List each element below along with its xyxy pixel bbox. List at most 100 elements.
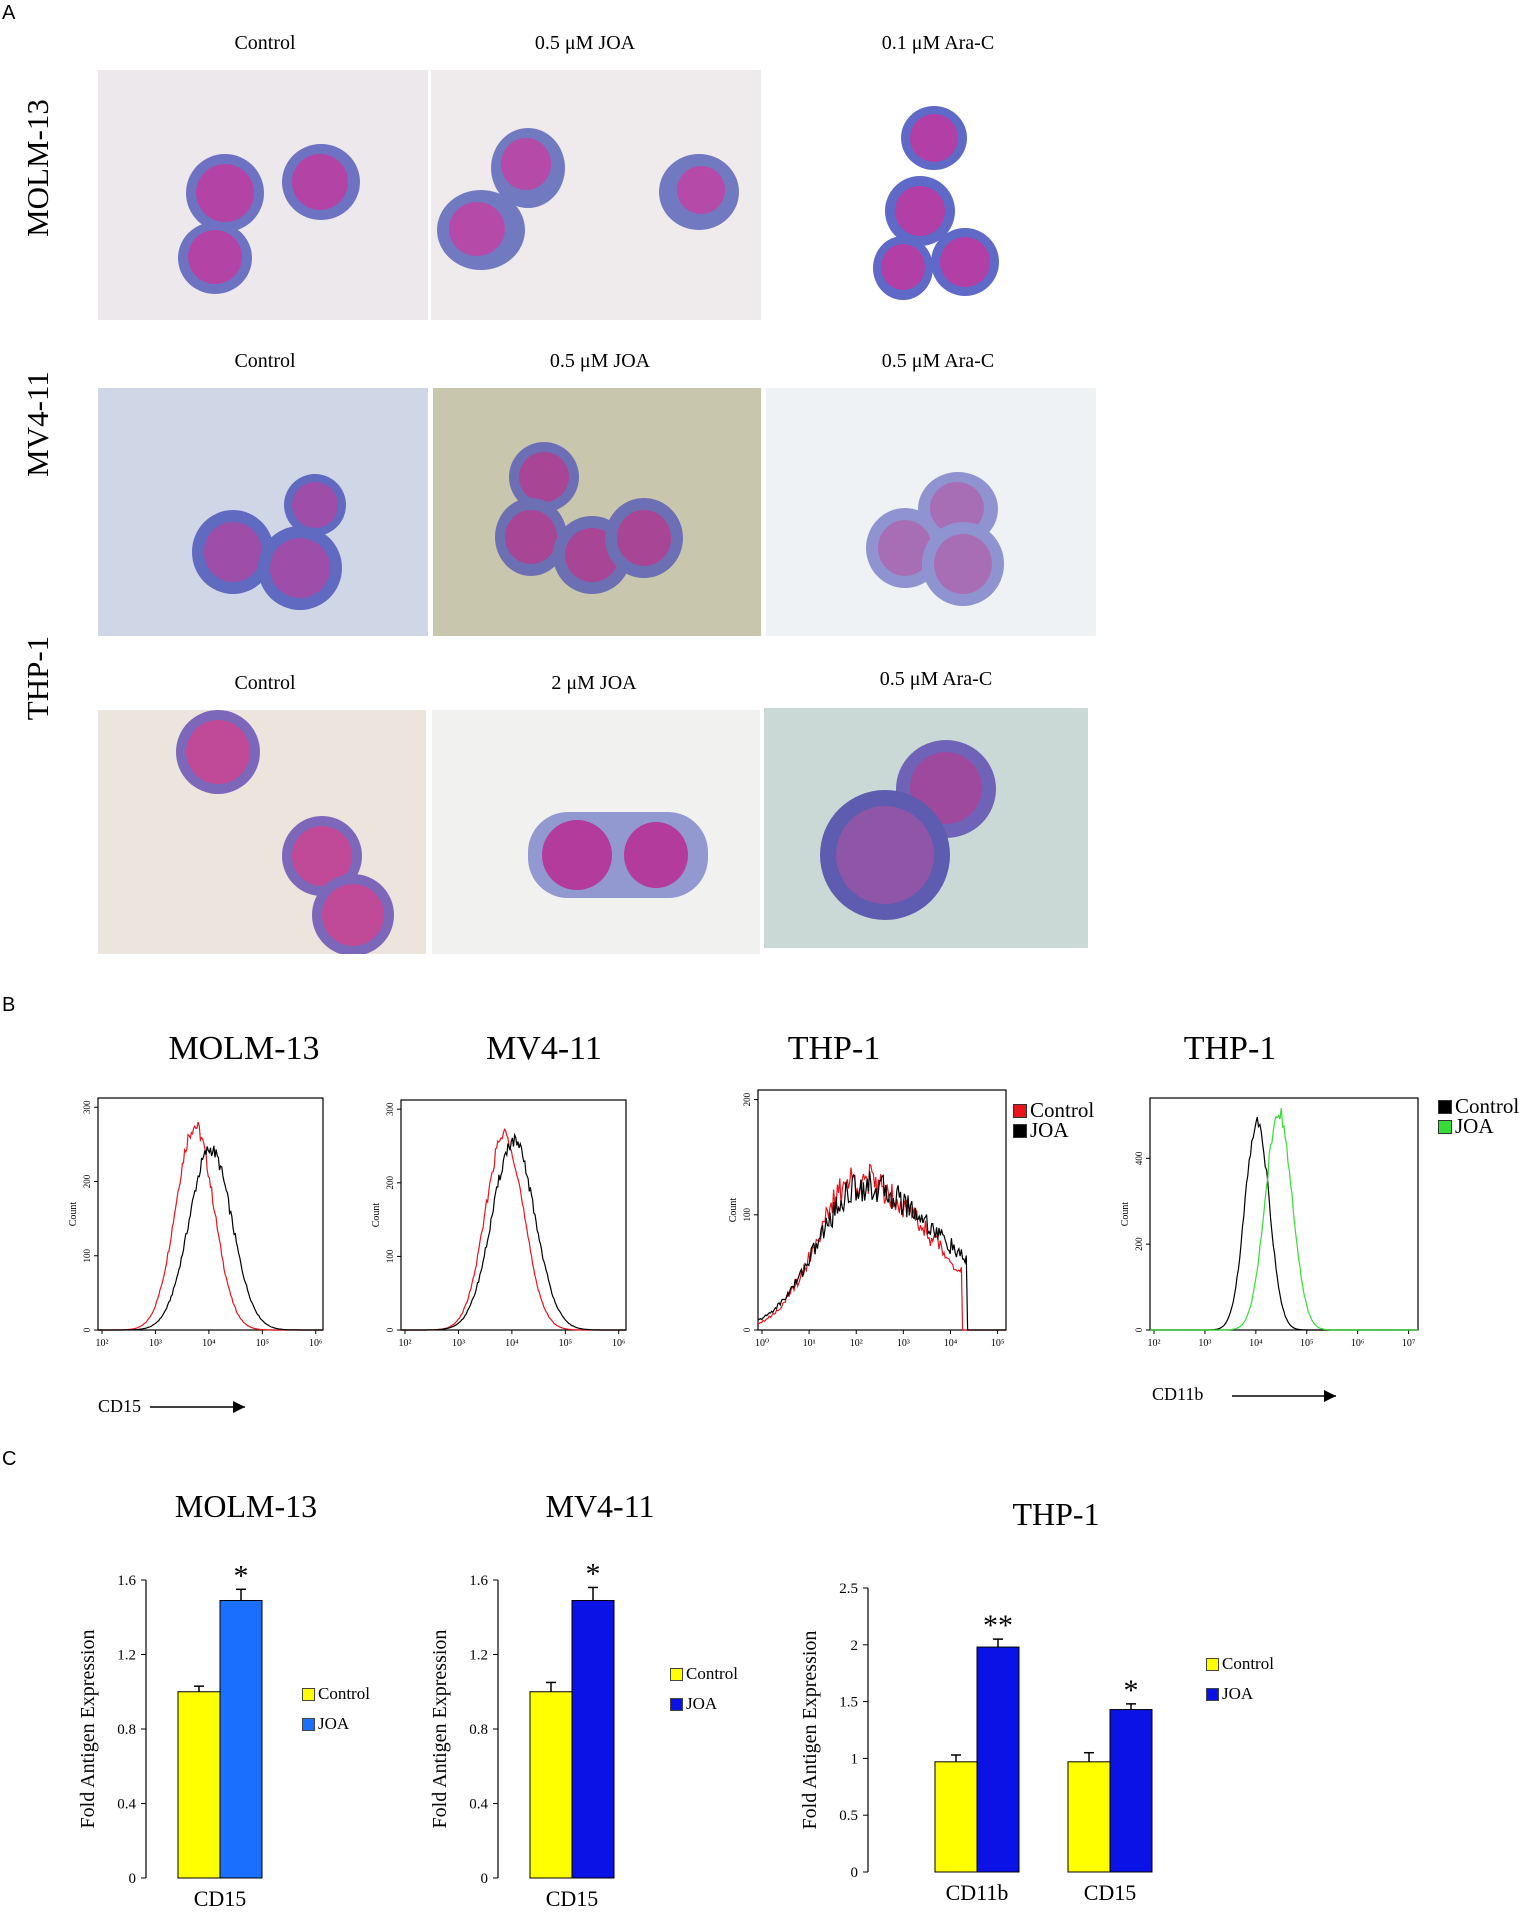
hist-xtick-label-2-3: 10³ <box>897 1338 910 1349</box>
bar-ytick-label-0-1: 0.4 <box>117 1797 136 1813</box>
bar-ytick-label-0-0: 0 <box>129 1871 137 1887</box>
bar-ytick-label-0-2: 0.8 <box>117 1722 136 1738</box>
hist-frame-2 <box>757 1089 1007 1331</box>
title-r3-c1: Control <box>234 672 296 694</box>
micrograph-molm13-joa <box>431 70 761 320</box>
micrograph-thp1-control <box>98 710 426 954</box>
micrograph-thp1-arac <box>764 708 1088 948</box>
legend2-control-swatch <box>1438 1099 1452 1114</box>
hist-curve-1-1 <box>401 1132 626 1331</box>
title-r2-c2: 0.5 μM JOA <box>549 350 651 372</box>
c2-legend-control: Control <box>670 1664 738 1684</box>
bar-sig-1-0: * <box>586 1557 601 1590</box>
legend1-joa: JOA <box>1013 1118 1069 1143</box>
bar-control-1-0 <box>529 1691 573 1879</box>
bar-ytick-label-1-2: 0.8 <box>469 1722 488 1738</box>
hist-xtick-label-3-1: 10³ <box>1198 1338 1211 1349</box>
micrograph-thp1-joa <box>432 710 760 954</box>
flow-histograms: 0 100 200 300 Count 10² 10³ 10⁴ 10⁵ 10⁶ 0 100 200 300… <box>68 1089 1419 1416</box>
row-label-thp1: THP-1 <box>20 635 55 721</box>
bar-joa-1-0 <box>571 1599 615 1879</box>
c1-legend-joa-swatch <box>302 1717 315 1731</box>
panel-a-letter: A <box>2 2 16 24</box>
hist-frame-1 <box>400 1099 627 1331</box>
hist-xtick-label-3-3: 10⁵ <box>1300 1338 1314 1349</box>
hist-ylabel-2: Count <box>728 1198 739 1223</box>
micrograph-mv411-arac <box>766 388 1096 636</box>
legend2-joa-swatch <box>1438 1119 1452 1134</box>
bar-control-2-1 <box>1067 1761 1111 1873</box>
hist-curve-2-1 <box>757 1171 1006 1331</box>
hist-ylabel-0: Count <box>68 1202 79 1227</box>
bar-title-thp1: THP-1 <box>1012 1496 1100 1532</box>
c3-legend-control-swatch <box>1206 1657 1219 1671</box>
hist-ytick-label-1-0: 0 <box>385 1327 395 1332</box>
legend1-control: Control <box>1013 1098 1094 1123</box>
bar-joa-2-0 <box>976 1646 1020 1873</box>
c3-legend-joa-swatch <box>1206 1687 1219 1701</box>
title-r2-c3: 0.5 μM Ara-C <box>881 350 995 372</box>
micrograph-mv411-control <box>98 388 428 636</box>
bar-sig-2-1: * <box>1124 1674 1139 1707</box>
hist-xtick-label-3-4: 10⁶ <box>1351 1338 1365 1349</box>
c1-legend-control: Control <box>302 1684 370 1704</box>
hist-xtick-label-0-2: 10⁴ <box>202 1338 216 1349</box>
micrograph-mv411-joa <box>433 388 761 636</box>
hist-ytick-label-0-1: 100 <box>82 1249 92 1263</box>
hist-ytick-label-2-2: 200 <box>742 1092 752 1106</box>
hist-xtick-label-1-3: 10⁵ <box>559 1338 573 1349</box>
legend2-joa: JOA <box>1438 1114 1494 1139</box>
hist-ytick-label-3-0: 0 <box>1134 1327 1144 1332</box>
row-label-mv411: MV4-11 <box>20 371 55 477</box>
micrograph-molm13-arac <box>761 70 1091 320</box>
hist-title-molm13: MOLM-13 <box>168 1030 320 1067</box>
bar-joa-0-0 <box>219 1599 263 1879</box>
hist-xtick-label-0-3: 10⁵ <box>256 1338 270 1349</box>
hist-ytick-label-0-3: 300 <box>82 1100 92 1114</box>
hist-arrow-label-cd15: CD15 <box>98 1396 141 1416</box>
bar-ytick-label-0-4: 1.6 <box>117 1573 136 1589</box>
hist-ytick-label-1-2: 200 <box>385 1176 395 1190</box>
bar-ytick-label-2-1: 0.5 <box>839 1808 858 1824</box>
hist-ytick-label-2-1: 100 <box>742 1208 752 1222</box>
title-r2-c1: Control <box>234 350 296 372</box>
hist-frame-3 <box>1149 1097 1419 1331</box>
bar-sig-0-0: * <box>234 1559 249 1592</box>
hist-curve-2-0 <box>757 1163 1006 1331</box>
bar-ytick-label-2-5: 2.5 <box>839 1581 858 1597</box>
panel-c-letter: C <box>2 1448 17 1470</box>
hist-ytick-label-0-2: 200 <box>82 1174 92 1188</box>
bar-ylabel-2: Fold Antigen Expression <box>799 1631 821 1830</box>
bar-title-molm13: MOLM-13 <box>174 1488 318 1524</box>
hist-ytick-label-3-2: 400 <box>1134 1151 1144 1165</box>
hist-ytick-label-2-0: 0 <box>742 1327 752 1332</box>
bar-ytick-label-0-3: 1.2 <box>117 1648 136 1664</box>
bar-ytick-label-2-2: 1 <box>851 1751 859 1767</box>
hist-ytick-label-0-0: 0 <box>82 1327 92 1332</box>
hist-xtick-label-3-2: 10⁴ <box>1249 1338 1263 1349</box>
c3-legend-control: Control <box>1206 1654 1274 1674</box>
hist-curve-3-1 <box>1150 1107 1418 1331</box>
hist-ylabel-1: Count <box>371 1203 382 1228</box>
bar-ylabel-1: Fold Antigen Expression <box>429 1630 451 1829</box>
hist-xtick-label-0-4: 10⁶ <box>309 1338 323 1349</box>
hist-curve-0-1 <box>98 1145 323 1331</box>
hist-title-thp1: THP-1 <box>787 1030 881 1067</box>
bar-control-0-0 <box>177 1691 221 1879</box>
c1-legend-control-swatch <box>302 1687 315 1701</box>
hist-xtick-label-2-4: 10⁴ <box>944 1338 958 1349</box>
hist-xtick-label-1-1: 10³ <box>452 1338 465 1349</box>
bar-ytick-label-2-3: 1.5 <box>839 1695 858 1711</box>
c3-legend-joa: JOA <box>1206 1684 1253 1704</box>
hist-ytick-label-3-1: 200 <box>1134 1237 1144 1251</box>
c2-legend-joa-swatch <box>670 1697 683 1711</box>
hist-xtick-label-2-1: 10¹ <box>803 1338 816 1349</box>
hist-curve-1-0 <box>401 1128 626 1331</box>
hist-ytick-label-1-3: 300 <box>385 1102 395 1116</box>
bar-ytick-label-1-4: 1.6 <box>469 1573 488 1589</box>
hist-arrow-cd15-head <box>233 1401 245 1413</box>
title-r1-c2: 0.5 μM JOA <box>534 32 636 54</box>
c1-legend-joa: JOA <box>302 1714 349 1734</box>
hist-title-thp1-cd11b: THP-1 <box>1183 1030 1277 1067</box>
hist-curve-3-0 <box>1150 1116 1418 1331</box>
